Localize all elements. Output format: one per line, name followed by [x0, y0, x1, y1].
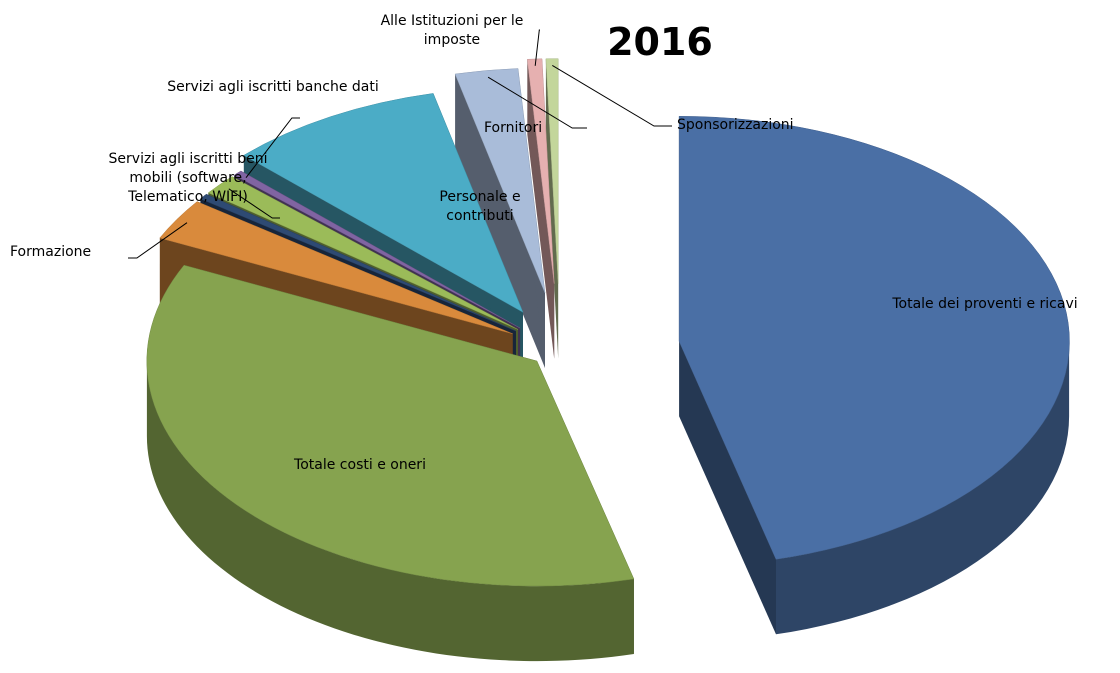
slice-face: [527, 59, 555, 359]
slice-label: Totale costi e oneri: [294, 457, 426, 473]
slice: [545, 58, 559, 284]
slice-face: [545, 58, 559, 359]
leader-line: [128, 222, 188, 259]
chart-title: 2016: [607, 20, 713, 64]
slice: [678, 116, 1070, 560]
leader-line: [245, 117, 300, 179]
slice-side: [776, 341, 1070, 635]
slice-face: [679, 341, 776, 635]
slice-label: Servizi agli iscritti banche dati: [167, 79, 379, 95]
slice: [243, 93, 524, 313]
slice-face: [455, 74, 545, 368]
slice: [199, 193, 517, 332]
slice-label: Sponsorizzazioni: [677, 117, 794, 133]
slice: [454, 68, 546, 294]
slice: [146, 264, 635, 587]
leader-line: [552, 64, 672, 127]
leader-line: [228, 188, 280, 219]
slice-label: Fornitori: [484, 120, 543, 136]
slice-label: Personale e contributi: [439, 189, 521, 224]
leader-line: [534, 29, 540, 66]
slice-label: Formazione: [10, 244, 92, 260]
leader-line: [487, 76, 587, 129]
slice: [159, 201, 513, 335]
slice: [233, 170, 521, 329]
slice: [207, 176, 519, 330]
slice-label: Servizi agli iscritti beni mobili (softw…: [108, 151, 268, 205]
slice-label: Totale dei proventi e ricavi: [892, 296, 1078, 312]
slice-label: Alle Istituzioni per le imposte: [380, 13, 524, 48]
slice: [527, 58, 555, 284]
